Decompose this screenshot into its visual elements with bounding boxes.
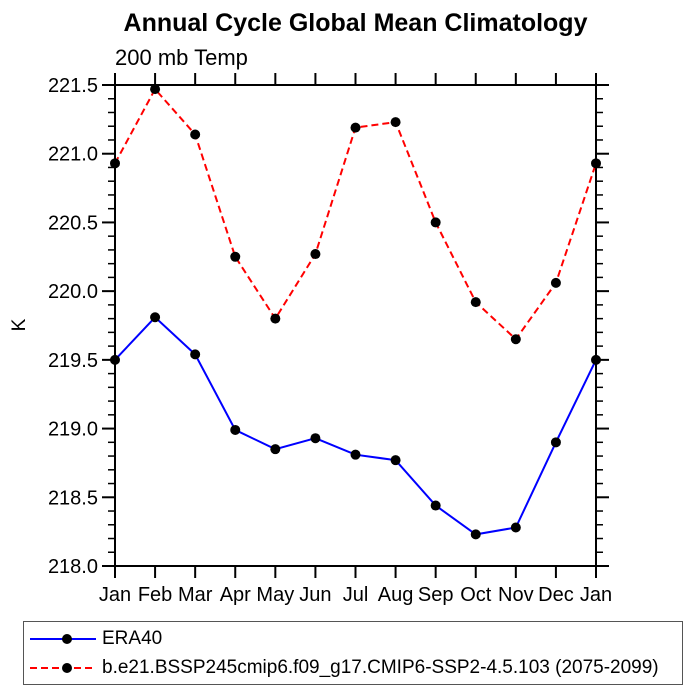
data-point-s0	[390, 455, 401, 466]
data-point-s0	[350, 449, 361, 460]
data-point-s1	[470, 297, 481, 308]
data-point-s0	[550, 437, 561, 448]
chart-title: Annual Cycle Global Mean Climatology	[123, 9, 588, 37]
x-tick-label: Feb	[138, 584, 172, 606]
legend-item-model: b.e21.BSSP245cmip6.f09_g17.CMIP6-SSP2-4.…	[24, 653, 682, 682]
legend-box: ERA40 b.e21.BSSP245cmip6.f09_g17.CMIP6-S…	[23, 621, 683, 685]
data-point-s1	[230, 251, 241, 262]
data-point-s1	[390, 117, 401, 128]
x-tick-label: Sep	[418, 584, 454, 606]
data-point-s1	[310, 249, 321, 260]
data-point-s1	[190, 129, 201, 140]
data-point-s0	[270, 444, 281, 455]
data-point-s0	[190, 349, 201, 360]
model-line-sample	[30, 662, 96, 673]
y-tick-label: 221.5	[48, 75, 98, 97]
x-tick-label: May	[256, 584, 294, 606]
legend-item-era40: ERA40	[24, 624, 682, 653]
x-tick-label: Oct	[460, 584, 492, 606]
y-tick-label: 219.0	[48, 419, 98, 441]
data-point-s1	[150, 84, 161, 95]
data-point-s0	[110, 354, 120, 365]
data-point-s0	[310, 433, 321, 444]
data-point-s1	[110, 158, 120, 169]
era40-sample-marker-icon	[62, 633, 72, 644]
data-point-s1	[430, 217, 441, 228]
x-tick-label: Apr	[220, 584, 251, 606]
x-tick-label: Nov	[498, 584, 534, 606]
x-tick-label: Jan	[99, 584, 131, 606]
data-point-s1	[350, 122, 361, 133]
x-tick-label: Jun	[299, 584, 331, 606]
data-point-s1	[510, 334, 521, 345]
data-point-s0	[430, 500, 441, 511]
y-tick-label: 219.5	[48, 350, 98, 372]
x-tick-label: Jan	[580, 584, 612, 606]
model-sample-marker-icon	[62, 662, 72, 673]
data-point-s0	[230, 424, 241, 435]
y-tick-label: 220.5	[48, 212, 98, 234]
data-point-s0	[470, 529, 481, 540]
data-point-s0	[591, 354, 601, 365]
y-tick-label: 221.0	[48, 144, 98, 166]
x-tick-label: Mar	[178, 584, 213, 606]
x-tick-label: Dec	[538, 584, 574, 606]
y-tick-label: 218.5	[48, 487, 98, 509]
x-tick-label: Jul	[343, 584, 369, 606]
data-point-s0	[150, 312, 161, 323]
y-tick-label: 218.0	[48, 556, 98, 578]
era40-line-sample	[30, 633, 96, 644]
series-line-0	[114, 315, 597, 536]
data-point-s1	[591, 158, 601, 169]
legend-label-model: b.e21.BSSP245cmip6.f09_g17.CMIP6-SSP2-4.…	[102, 656, 659, 678]
legend-label-era40: ERA40	[102, 627, 163, 649]
data-point-s0	[510, 522, 521, 533]
data-point-s1	[270, 313, 281, 324]
x-tick-label: Aug	[378, 584, 414, 606]
y-tick-label: 220.0	[48, 281, 98, 303]
chart-subtitle: 200 mb Temp	[115, 45, 248, 70]
data-point-s1	[550, 277, 561, 288]
plot-border	[114, 84, 597, 567]
